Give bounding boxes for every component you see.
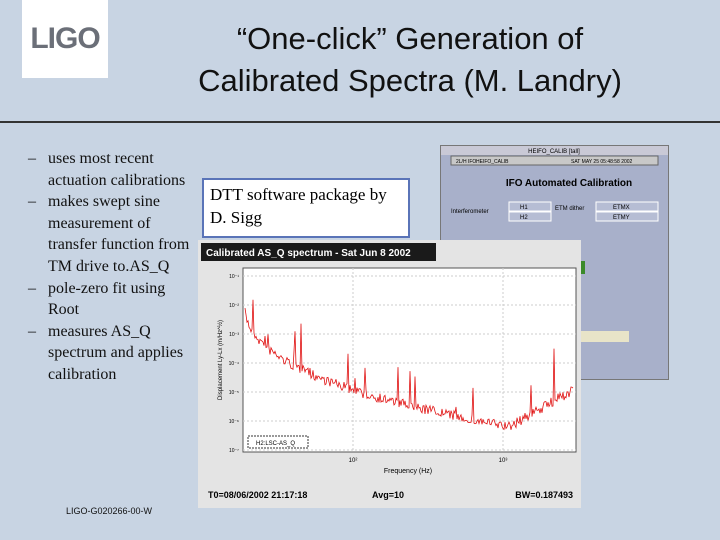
- plot-stat: T0=08/06/2002 21:17:18: [208, 490, 307, 500]
- info-bar: [450, 155, 659, 166]
- legend-box: [247, 435, 309, 449]
- y-tick-label: 10⁻⁵: [229, 390, 239, 396]
- x-tick-label: 10³: [499, 458, 508, 464]
- window-title: HEIFO_CALIB [tall]: [528, 149, 580, 155]
- bullet-dash: –: [28, 193, 36, 211]
- bullet: – uses most recent actuation calibrations: [28, 148, 190, 191]
- footer: LIGO-G020266-00-W: [66, 506, 153, 516]
- spectrum-plot: Calibrated AS_Q spectrum - Sat Jun 8 200…: [198, 240, 581, 508]
- info-text: SAT MAY 25 05:48:58 2002: [571, 159, 633, 165]
- button: [508, 211, 552, 222]
- window-heading: IFO Automated Calibration: [506, 178, 632, 189]
- y-tick-label: 10⁻¹: [229, 274, 239, 280]
- slide-title: “One-click” Generation of Calibrated Spe…: [140, 18, 680, 102]
- bullet-text: pole-zero fit using Root: [48, 279, 166, 319]
- bullet-text: measures AS_Q spectrum and applies calib…: [48, 322, 184, 383]
- y-tick-label: 10⁻⁶: [229, 419, 239, 425]
- bullet: – pole-zero fit using Root: [28, 278, 190, 321]
- title-bar: [441, 146, 668, 155]
- button-label: ETMY: [613, 215, 630, 221]
- button: [508, 201, 552, 212]
- logo: LIGO: [22, 0, 108, 78]
- plot-stat: BW=0.187493: [515, 490, 573, 500]
- legend-text: H2:LSC-AS_Q: [256, 441, 295, 447]
- y-tick-label: 10⁻⁷: [229, 448, 239, 454]
- label: Interferometer: [451, 209, 489, 215]
- info-text: 2L/H IFO: [456, 159, 476, 165]
- plot-area: [242, 267, 577, 453]
- x-tick-label: 10²: [349, 458, 358, 464]
- x-axis-label: Frequency (Hz): [384, 468, 432, 475]
- bullet-text: makes swept sine measurement of transfer…: [48, 193, 190, 275]
- y-tick-label: 10⁻²: [229, 303, 239, 309]
- noise-curve: [244, 299, 574, 431]
- info-text: HEIFO_CALIB: [476, 159, 509, 165]
- title-line: Calibrated Spectra (M. Landry): [198, 63, 622, 98]
- plot-stat: Avg=10: [372, 490, 404, 500]
- bullet-dash: –: [28, 279, 36, 297]
- bullet: – makes swept sine measurement of transfe…: [28, 191, 190, 277]
- bullet-text: uses most recent actuation calibrations: [48, 150, 186, 189]
- button: [595, 201, 659, 212]
- button-label: H1: [520, 205, 528, 211]
- bullet: – measures AS_Q spectrum and applies cali…: [28, 321, 190, 386]
- y-axis-label: Displacement Ly-Lx (m/Hz^½): [217, 320, 224, 400]
- callout: DTT software package by D. Sigg: [202, 178, 410, 238]
- plot-title-bar: [201, 243, 436, 261]
- button-label: H2: [520, 215, 528, 221]
- divider: [0, 121, 720, 123]
- bullet-dash: –: [28, 150, 36, 167]
- title-line: “One-click” Generation of: [236, 21, 584, 56]
- button-label: ETMX: [613, 205, 630, 211]
- plot-title: Calibrated AS_Q spectrum - Sat Jun 8 200…: [206, 248, 411, 259]
- y-tick-label: 10⁻³: [229, 332, 239, 338]
- y-tick-label: 10⁻⁴: [229, 361, 239, 367]
- bullet-dash: –: [28, 322, 36, 340]
- bullet-list: – uses most recent actuation calibrations…: [28, 148, 190, 386]
- label: ETM dither: [555, 206, 584, 212]
- button: [595, 211, 659, 222]
